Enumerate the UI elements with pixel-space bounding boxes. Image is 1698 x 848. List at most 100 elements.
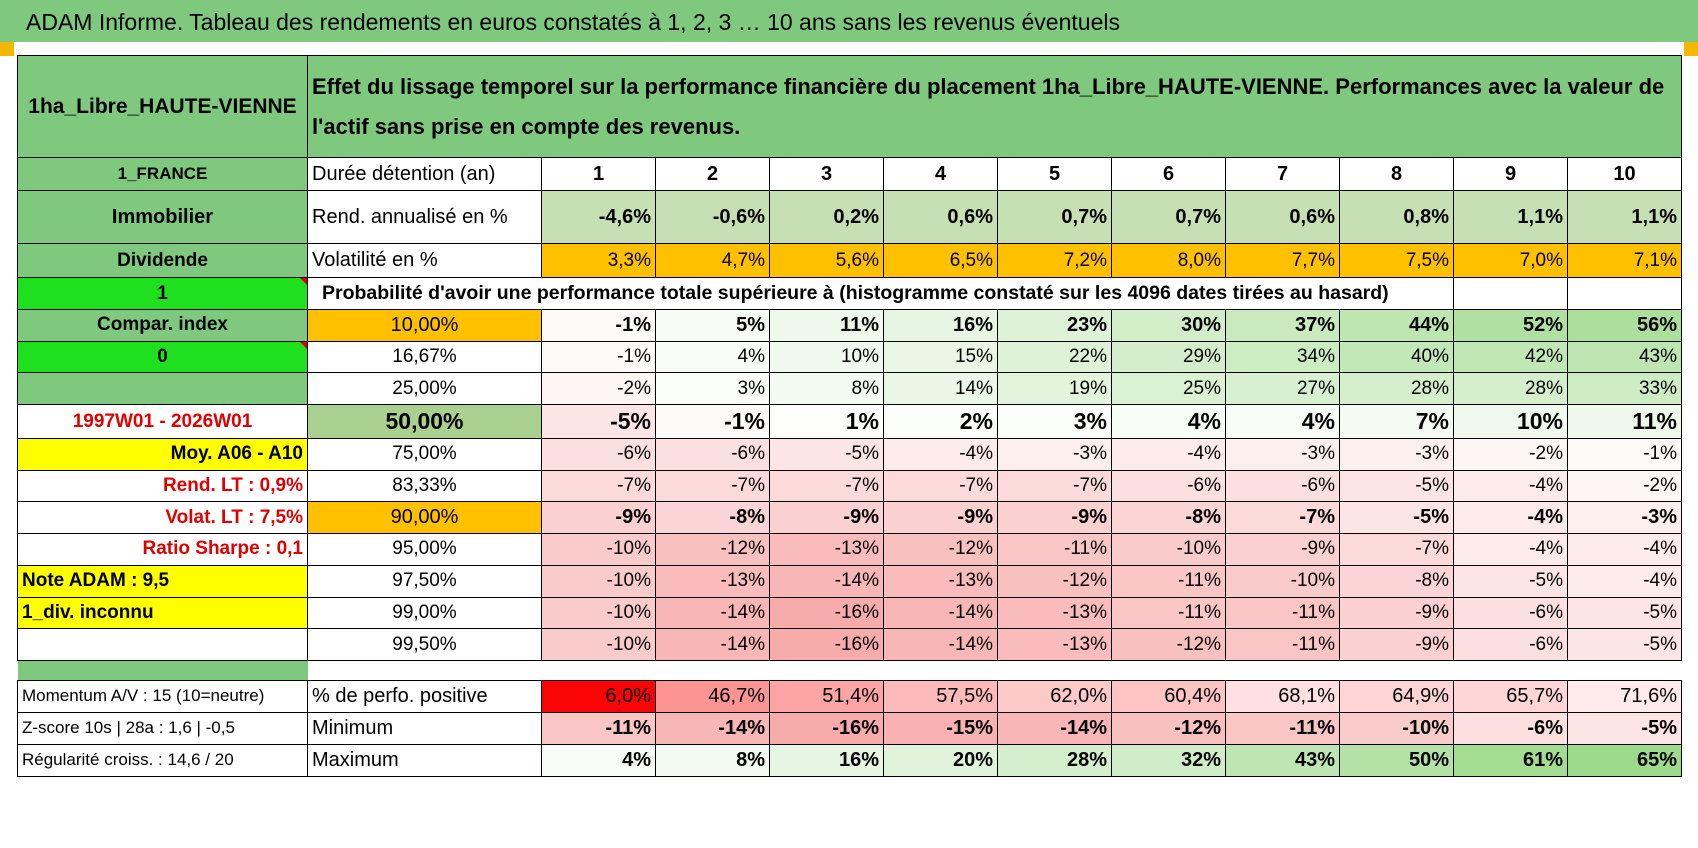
- empty-green-cell: [17, 372, 308, 406]
- pos-value: 62,0%: [997, 679, 1112, 713]
- sharpe-label: Ratio Sharpe : 0,1: [17, 533, 308, 566]
- rend-value: 0,2%: [769, 190, 884, 244]
- quantile-value: -6%: [1225, 469, 1340, 503]
- max-value: 28%: [997, 743, 1112, 777]
- div-label: 1_div. inconnu: [17, 596, 308, 630]
- note-label: Note ADAM : 9,5: [17, 564, 308, 598]
- quantile-label: 50,00%: [307, 404, 542, 440]
- quantile-value: -4%: [883, 438, 998, 471]
- quantile-value: -13%: [883, 564, 998, 598]
- vol-label: Volatilité en %: [307, 243, 542, 278]
- compar-index-label: Compar. index: [17, 309, 308, 342]
- max-value: 61%: [1453, 743, 1568, 777]
- quantile-value: 28%: [1453, 372, 1568, 406]
- quantile-value: 19%: [997, 372, 1112, 406]
- quantile-value: -4%: [1453, 469, 1568, 503]
- gap-cell: [998, 660, 1112, 680]
- income-type-label: Dividende: [17, 243, 308, 278]
- quantile-value: -9%: [997, 501, 1112, 535]
- quantile-value: -10%: [1111, 533, 1226, 566]
- quantile-value: -12%: [997, 564, 1112, 598]
- gap-cell: [770, 660, 884, 680]
- gap-cell: [1112, 660, 1226, 680]
- max-value: 50%: [1339, 743, 1454, 777]
- quantile-value: -14%: [655, 628, 770, 661]
- corner-marker: [0, 42, 14, 56]
- min-value: -11%: [541, 711, 656, 745]
- quantile-value: 14%: [883, 372, 998, 406]
- durations-label: Durée détention (an): [307, 157, 542, 191]
- vol-value: 7,2%: [997, 243, 1112, 278]
- quantile-value: -11%: [1111, 596, 1226, 630]
- quantile-value: 4%: [655, 340, 770, 374]
- quantile-value: -2%: [541, 372, 656, 406]
- min-value: -6%: [1453, 711, 1568, 745]
- volat-lt-label: Volat. LT : 7,5%: [17, 501, 308, 535]
- regularite-label: Régularité croiss. : 14,6 / 20: [17, 743, 308, 777]
- quantile-value: -10%: [541, 533, 656, 566]
- quantile-value: -6%: [655, 438, 770, 471]
- report-title: ADAM Informe. Tableau des rendements en …: [0, 0, 1698, 42]
- quantile-value: 7%: [1339, 404, 1454, 440]
- quantile-value: -9%: [541, 501, 656, 535]
- quantile-value: 11%: [769, 309, 884, 342]
- quantile-value: 40%: [1339, 340, 1454, 374]
- max-value: 32%: [1111, 743, 1226, 777]
- quantile-value: -7%: [997, 469, 1112, 503]
- quantile-value: -7%: [883, 469, 998, 503]
- quantile-value: -14%: [883, 596, 998, 630]
- quantile-value: 11%: [1567, 404, 1682, 440]
- quantile-value: -11%: [1225, 596, 1340, 630]
- quantile-value: 3%: [997, 404, 1112, 440]
- quantile-value: 28%: [1339, 372, 1454, 406]
- quantile-value: -9%: [883, 501, 998, 535]
- quantile-value: -11%: [1225, 628, 1340, 661]
- duration-header: 1: [541, 157, 656, 191]
- probability-label: Probabilité d'avoir une performance tota…: [307, 277, 1454, 310]
- quantile-value: -5%: [1453, 564, 1568, 598]
- quantile-value: -9%: [1339, 596, 1454, 630]
- min-value: -11%: [1225, 711, 1340, 745]
- quantile-value: -16%: [769, 628, 884, 661]
- quantile-value: -6%: [1453, 596, 1568, 630]
- quantile-value: -9%: [1225, 533, 1340, 566]
- quantile-label: 95,00%: [307, 533, 542, 566]
- pos-value: 57,5%: [883, 679, 998, 713]
- quantile-value: -1%: [655, 404, 770, 440]
- vol-value: 7,0%: [1453, 243, 1568, 278]
- quantile-value: -1%: [541, 340, 656, 374]
- momentum-label: Momentum A/V : 15 (10=neutre): [17, 679, 308, 713]
- vol-value: 4,7%: [655, 243, 770, 278]
- rend-label: Rend. annualisé en %: [307, 190, 542, 244]
- rend-value: 0,6%: [883, 190, 998, 244]
- gap-cell: [542, 660, 656, 680]
- gap-green-cell: [17, 660, 308, 681]
- quantile-label: 10,00%: [307, 309, 542, 342]
- vol-value: 5,6%: [769, 243, 884, 278]
- quantile-value: -2%: [1567, 469, 1682, 503]
- quantile-value: 5%: [655, 309, 770, 342]
- gap-cell: [656, 660, 770, 680]
- quantile-value: -10%: [541, 564, 656, 598]
- rend-value: 0,7%: [997, 190, 1112, 244]
- quantile-value: -13%: [769, 533, 884, 566]
- pos-value: 60,4%: [1111, 679, 1226, 713]
- quantile-value: -1%: [1567, 438, 1682, 471]
- rend-lt-label: Rend. LT : 0,9%: [17, 469, 308, 503]
- quantile-value: -5%: [769, 438, 884, 471]
- duration-header: 2: [655, 157, 770, 191]
- empty-cell: [1567, 277, 1682, 310]
- gap-cell: [1454, 660, 1568, 680]
- duration-header: 6: [1111, 157, 1226, 191]
- rend-value: 1,1%: [1453, 190, 1568, 244]
- quantile-value: 1%: [769, 404, 884, 440]
- quantile-value: -2%: [1453, 438, 1568, 471]
- quantile-value: -3%: [1225, 438, 1340, 471]
- max-value: 43%: [1225, 743, 1340, 777]
- quantile-value: -6%: [541, 438, 656, 471]
- vol-value: 6,5%: [883, 243, 998, 278]
- quantile-value: -4%: [1567, 533, 1682, 566]
- pos-value: 64,9%: [1339, 679, 1454, 713]
- quantile-value: -10%: [541, 596, 656, 630]
- vol-value: 7,5%: [1339, 243, 1454, 278]
